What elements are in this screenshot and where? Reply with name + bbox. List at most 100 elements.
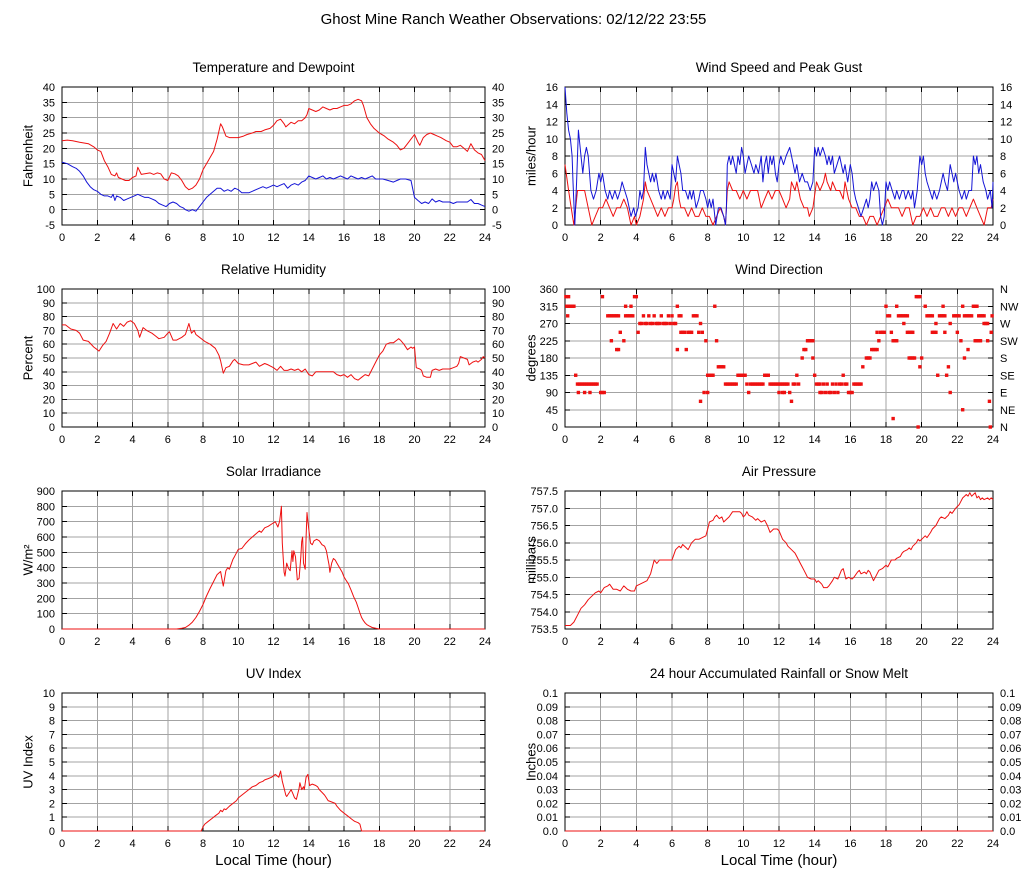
svg-text:12: 12 xyxy=(267,232,279,244)
svg-text:10: 10 xyxy=(737,434,749,446)
svg-text:2: 2 xyxy=(598,838,604,850)
svg-text:200: 200 xyxy=(37,593,55,605)
svg-text:900: 900 xyxy=(37,486,55,498)
svg-text:50: 50 xyxy=(43,353,55,365)
svg-text:25: 25 xyxy=(43,128,55,140)
svg-text:2: 2 xyxy=(598,232,604,244)
y-axis-label: UV Index xyxy=(20,735,36,789)
svg-text:10: 10 xyxy=(546,134,558,146)
svg-text:18: 18 xyxy=(880,434,892,446)
svg-text:12: 12 xyxy=(773,636,785,648)
svg-text:0.0: 0.0 xyxy=(543,826,558,838)
svg-text:0.03: 0.03 xyxy=(1000,785,1021,797)
svg-text:35: 35 xyxy=(492,97,504,109)
svg-text:15: 15 xyxy=(43,159,55,171)
svg-text:10: 10 xyxy=(43,174,55,186)
svg-text:135: 135 xyxy=(540,370,558,382)
svg-text:6: 6 xyxy=(165,838,171,850)
svg-text:3: 3 xyxy=(49,785,55,797)
svg-text:14: 14 xyxy=(1000,99,1012,111)
svg-text:12: 12 xyxy=(267,838,279,850)
svg-text:-5: -5 xyxy=(45,220,55,232)
svg-text:0: 0 xyxy=(1000,220,1006,232)
svg-text:10: 10 xyxy=(737,838,749,850)
svg-text:0: 0 xyxy=(59,636,65,648)
svg-text:22: 22 xyxy=(951,636,963,648)
svg-text:0.05: 0.05 xyxy=(537,757,558,769)
svg-text:400: 400 xyxy=(37,563,55,575)
svg-text:315: 315 xyxy=(540,301,558,313)
svg-text:757.5: 757.5 xyxy=(530,486,558,498)
svg-text:8: 8 xyxy=(200,838,206,850)
svg-text:24: 24 xyxy=(987,232,999,244)
svg-text:0.02: 0.02 xyxy=(537,798,558,810)
svg-text:N: N xyxy=(1000,422,1008,434)
svg-text:22: 22 xyxy=(951,434,963,446)
svg-text:14: 14 xyxy=(303,434,315,446)
svg-text:70: 70 xyxy=(43,325,55,337)
svg-text:0: 0 xyxy=(49,422,55,434)
svg-text:24: 24 xyxy=(987,838,999,850)
svg-text:10: 10 xyxy=(232,232,244,244)
svg-text:16: 16 xyxy=(338,434,350,446)
chart-rainfall: 24 hour Accumulated Rainfall or Snow Mel… xyxy=(514,654,1027,878)
svg-text:10: 10 xyxy=(43,408,55,420)
svg-text:30: 30 xyxy=(43,113,55,125)
svg-text:24: 24 xyxy=(479,838,491,850)
svg-text:20: 20 xyxy=(492,143,504,155)
svg-text:2: 2 xyxy=(49,798,55,810)
chart-air-pressure: Air Pressure millibars 0 2 4 6 8 10 12 14 16 18 20… xyxy=(514,452,1027,654)
svg-text:10: 10 xyxy=(232,636,244,648)
svg-text:8: 8 xyxy=(552,151,558,163)
svg-text:360: 360 xyxy=(540,284,558,296)
svg-text:12: 12 xyxy=(267,636,279,648)
svg-text:25: 25 xyxy=(492,128,504,140)
svg-text:18: 18 xyxy=(373,838,385,850)
svg-text:8: 8 xyxy=(705,838,711,850)
chart-plot-area: 0 2 4 6 8 10 12 14 16 18 20 22 240.0 0.00.01 0.010.02 0… xyxy=(537,688,1022,850)
svg-text:0.06: 0.06 xyxy=(1000,743,1021,755)
svg-text:100: 100 xyxy=(492,284,510,296)
svg-text:35: 35 xyxy=(43,97,55,109)
svg-text:16: 16 xyxy=(546,82,558,94)
svg-text:40: 40 xyxy=(43,82,55,94)
svg-text:18: 18 xyxy=(373,636,385,648)
svg-text:S: S xyxy=(1000,353,1007,365)
svg-text:0: 0 xyxy=(552,422,558,434)
svg-text:70: 70 xyxy=(492,325,504,337)
svg-text:0: 0 xyxy=(49,624,55,636)
svg-text:2: 2 xyxy=(552,203,558,215)
chart-relative-humidity: Relative Humidity Percent 0 2 4 6 8 10 12 14 16 1… xyxy=(0,250,514,452)
svg-text:22: 22 xyxy=(444,434,456,446)
svg-text:2: 2 xyxy=(1000,203,1006,215)
svg-text:20: 20 xyxy=(43,394,55,406)
svg-text:6: 6 xyxy=(49,743,55,755)
svg-text:0: 0 xyxy=(562,636,568,648)
svg-text:500: 500 xyxy=(37,547,55,559)
svg-text:6: 6 xyxy=(1000,168,1006,180)
svg-text:4: 4 xyxy=(1000,186,1006,198)
svg-text:22: 22 xyxy=(444,838,456,850)
svg-text:20: 20 xyxy=(408,636,420,648)
svg-text:300: 300 xyxy=(37,578,55,590)
svg-text:270: 270 xyxy=(540,319,558,331)
svg-text:10: 10 xyxy=(737,636,749,648)
svg-text:757.0: 757.0 xyxy=(530,503,558,515)
svg-text:0.06: 0.06 xyxy=(537,743,558,755)
svg-text:12: 12 xyxy=(546,117,558,129)
svg-text:12: 12 xyxy=(773,434,785,446)
svg-text:10: 10 xyxy=(43,688,55,700)
svg-text:0.09: 0.09 xyxy=(1000,702,1021,714)
svg-text:16: 16 xyxy=(338,838,350,850)
svg-text:30: 30 xyxy=(492,113,504,125)
svg-text:6: 6 xyxy=(669,636,675,648)
chart-uv-index: UV Index UV Index 0 2 4 6 8 10 12 14 16 18 20 22 24 0… xyxy=(0,654,514,878)
svg-text:SW: SW xyxy=(1000,336,1018,348)
svg-text:5: 5 xyxy=(49,757,55,769)
svg-text:16: 16 xyxy=(844,434,856,446)
chart-title: Air Pressure xyxy=(741,464,817,479)
svg-text:4: 4 xyxy=(633,434,639,446)
